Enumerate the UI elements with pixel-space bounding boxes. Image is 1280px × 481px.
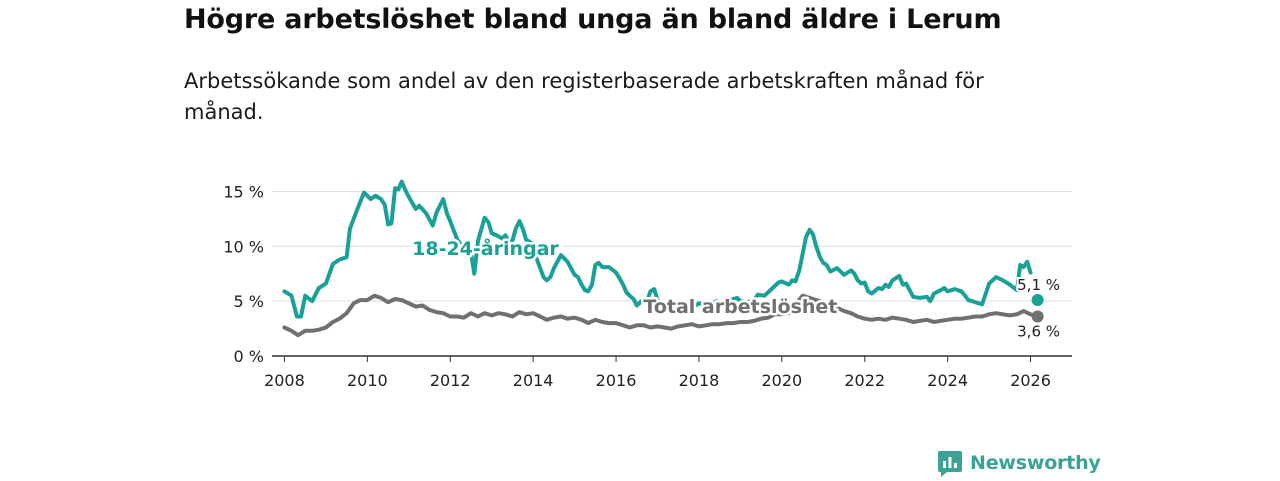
x-tick-label: 2012 bbox=[430, 371, 471, 390]
x-tick-label: 2022 bbox=[844, 371, 885, 390]
x-tick-label: 2020 bbox=[761, 371, 802, 390]
x-tick-label: 2014 bbox=[513, 371, 554, 390]
brand-name: Newsworthy bbox=[970, 452, 1101, 474]
end-label-total: 3,6 % bbox=[1017, 323, 1060, 341]
x-tick-label: 2018 bbox=[679, 371, 720, 390]
y-tick-label: 15 % bbox=[223, 182, 264, 201]
x-tick-label: 2016 bbox=[596, 371, 637, 390]
series-label-youth: 18-24-åringar bbox=[412, 236, 559, 260]
end-marker-total bbox=[1031, 310, 1044, 323]
end-label-youth: 5,1 % bbox=[1017, 276, 1060, 294]
label-layer: 5,1 % 3,6 % 18-24-åringar Total arbetslöshe… bbox=[410, 234, 1062, 343]
x-tick-label: 2026 bbox=[1010, 371, 1051, 390]
series-layer bbox=[282, 179, 1044, 338]
chart-title: Högre arbetslöshet bland unga än bland ä… bbox=[184, 4, 1002, 35]
x-tick-label: 2008 bbox=[264, 371, 305, 390]
x-tick-label: 2024 bbox=[927, 371, 968, 390]
newsworthy-logo[interactable]: Newsworthy bbox=[938, 448, 1101, 478]
bar-chart-speech-bubble-icon bbox=[938, 451, 962, 477]
y-tick-label: 5 % bbox=[234, 292, 264, 311]
end-marker-youth bbox=[1031, 294, 1044, 307]
axis-layer: 0 % 5 % 10 % 15 % 2008 2010 2012 2014 2016 2018 20… bbox=[223, 182, 1072, 390]
y-tick-label: 10 % bbox=[223, 237, 264, 256]
series-line-total bbox=[282, 293, 1040, 338]
series-line-youth bbox=[282, 179, 1033, 319]
chart-subtitle: Arbetssökande som andel av den registerb… bbox=[184, 69, 984, 124]
series-label-total: Total arbetslöshet bbox=[643, 296, 837, 318]
y-tick-label: 0 % bbox=[234, 347, 264, 366]
x-tick-label: 2010 bbox=[347, 371, 388, 390]
